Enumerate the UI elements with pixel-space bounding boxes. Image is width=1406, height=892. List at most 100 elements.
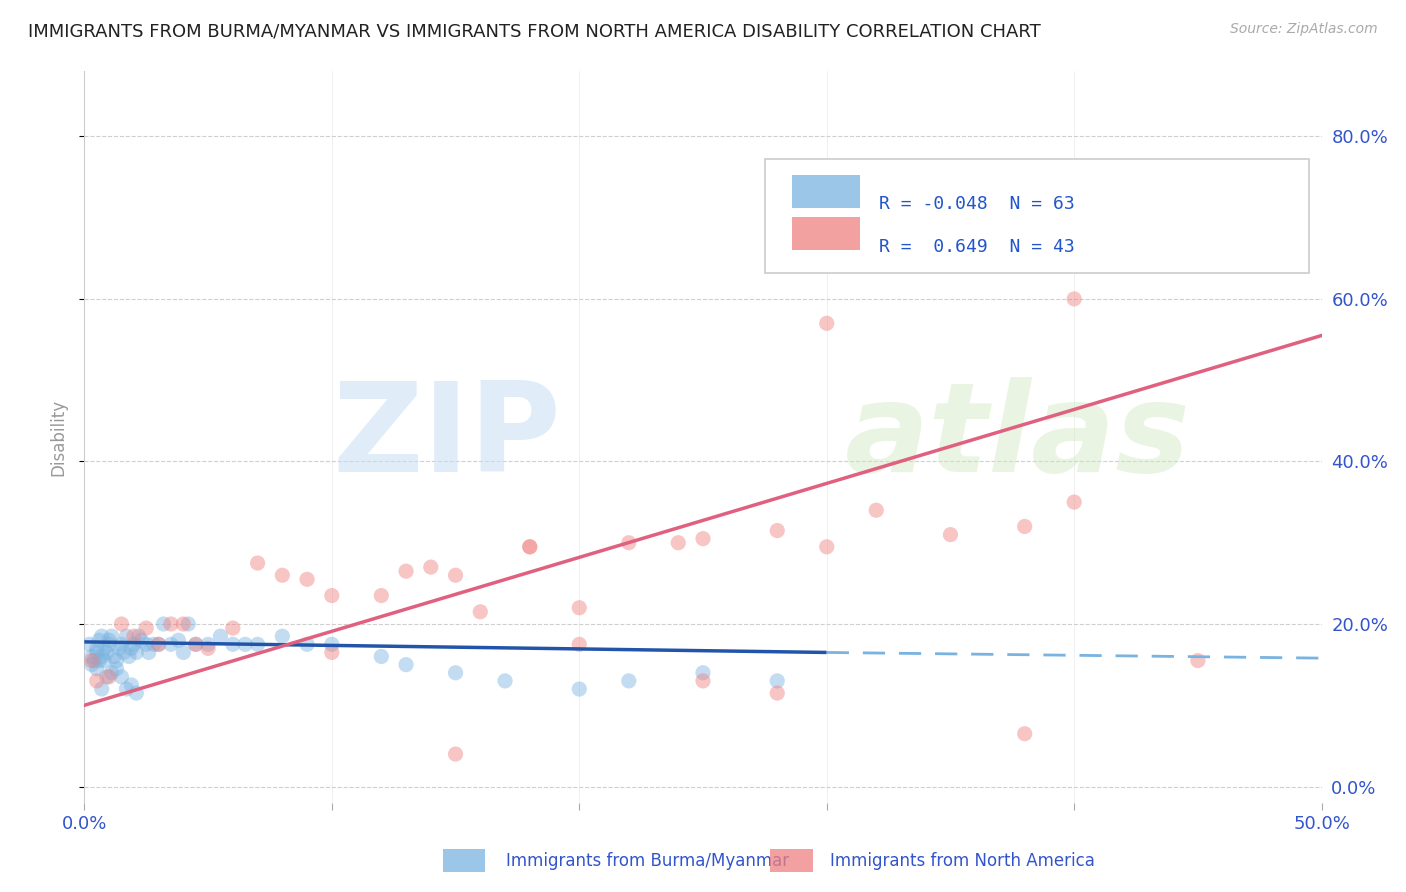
Point: [120, 678, 142, 692]
Point: [148, 637, 170, 651]
Point: [110, 670, 132, 684]
Point: [100, 665, 122, 680]
Point: [80, 654, 103, 668]
Point: [519, 540, 541, 554]
Point: [321, 637, 343, 651]
Text: atlas: atlas: [845, 376, 1191, 498]
Point: [766, 686, 789, 700]
Point: [86, 645, 108, 659]
Point: [120, 641, 142, 656]
Point: [395, 564, 418, 578]
Point: [79, 637, 101, 651]
Point: [115, 629, 138, 643]
Point: [197, 641, 219, 656]
Point: [172, 645, 194, 659]
Point: [96, 670, 118, 684]
Point: [160, 637, 183, 651]
Text: R = -0.048  N = 63: R = -0.048 N = 63: [879, 195, 1074, 213]
Point: [90, 649, 112, 664]
Text: Immigrants from North America: Immigrants from North America: [830, 852, 1094, 870]
Point: [370, 589, 392, 603]
Y-axis label: Disability: Disability: [49, 399, 67, 475]
Point: [246, 637, 269, 651]
Point: [1063, 495, 1085, 509]
Point: [321, 645, 343, 659]
Point: [444, 665, 467, 680]
Point: [90, 629, 112, 643]
Point: [80, 649, 103, 664]
Point: [197, 637, 219, 651]
Text: R =  0.649  N = 43: R = 0.649 N = 43: [879, 238, 1074, 256]
Point: [295, 572, 318, 586]
Bar: [770, 849, 813, 872]
Point: [1014, 519, 1036, 533]
Point: [184, 637, 207, 651]
Point: [1187, 654, 1209, 668]
Point: [370, 649, 392, 664]
Point: [246, 556, 269, 570]
Point: [100, 629, 122, 643]
Point: [172, 617, 194, 632]
Point: [125, 645, 148, 659]
Point: [122, 629, 145, 643]
Point: [108, 641, 131, 656]
Point: [617, 673, 640, 688]
Point: [692, 665, 714, 680]
Text: Immigrants from Burma/Myanmar: Immigrants from Burma/Myanmar: [506, 852, 789, 870]
Point: [135, 637, 157, 651]
Bar: [792, 175, 860, 208]
Point: [568, 600, 591, 615]
Point: [865, 503, 887, 517]
Point: [98, 633, 121, 648]
Point: [271, 568, 294, 582]
Point: [1063, 292, 1085, 306]
Point: [568, 637, 591, 651]
Point: [692, 673, 714, 688]
Point: [692, 532, 714, 546]
Point: [222, 637, 245, 651]
Point: [86, 673, 108, 688]
Point: [110, 637, 132, 651]
Point: [98, 637, 121, 651]
Point: [152, 617, 174, 632]
Point: [128, 629, 150, 643]
Point: [93, 641, 115, 656]
Text: Source: ZipAtlas.com: Source: ZipAtlas.com: [1230, 22, 1378, 37]
Point: [110, 617, 132, 632]
Text: ZIP: ZIP: [332, 376, 561, 498]
Point: [568, 681, 591, 696]
Point: [444, 568, 467, 582]
Point: [444, 747, 467, 761]
Point: [96, 645, 118, 659]
Point: [103, 649, 125, 664]
Point: [160, 617, 183, 632]
Point: [105, 662, 128, 676]
Point: [148, 637, 170, 651]
Point: [105, 654, 128, 668]
Point: [167, 633, 190, 648]
Point: [115, 681, 138, 696]
Point: [93, 654, 115, 668]
Point: [766, 673, 789, 688]
Point: [138, 645, 160, 659]
Point: [519, 540, 541, 554]
Point: [129, 633, 152, 648]
Point: [142, 637, 165, 651]
Point: [321, 589, 343, 603]
Point: [271, 629, 294, 643]
Point: [815, 540, 838, 554]
Point: [617, 535, 640, 549]
Point: [939, 219, 962, 233]
Bar: [443, 849, 485, 872]
Bar: [792, 218, 860, 251]
Point: [419, 560, 441, 574]
Point: [112, 645, 135, 659]
Point: [222, 621, 245, 635]
Point: [86, 662, 108, 676]
Point: [86, 641, 108, 656]
Point: [118, 649, 141, 664]
Point: [135, 621, 157, 635]
Point: [209, 629, 232, 643]
FancyBboxPatch shape: [765, 159, 1309, 273]
Point: [184, 637, 207, 651]
